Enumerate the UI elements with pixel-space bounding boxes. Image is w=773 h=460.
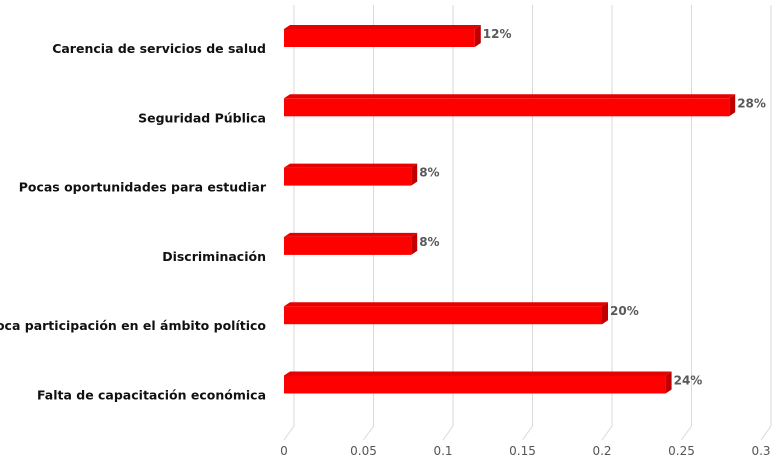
bars: [284, 25, 736, 394]
category-label: Discriminación: [162, 249, 266, 264]
bar-side-face: [602, 302, 608, 325]
x-tick-labels: 0 0.05 0.1 0.15 0.2 0.25 0.3: [280, 444, 770, 458]
data-label: 28%: [737, 96, 766, 110]
x-tick-label: 0.1: [433, 444, 452, 458]
category-label: Pocas oportunidades para estudiar: [19, 180, 267, 195]
bar-side-face: [411, 163, 418, 186]
data-label: 12%: [483, 27, 512, 41]
category-labels: Carencia de servicios de salud Seguridad …: [0, 41, 267, 403]
gridline-floor: [681, 425, 692, 441]
x-tick-label: 0.2: [592, 444, 611, 458]
bar-top-face: [284, 25, 481, 29]
data-label: 24%: [674, 374, 703, 388]
bar-top-face: [284, 371, 672, 376]
bar-front-face: [284, 167, 412, 186]
bar-top-face: [284, 94, 736, 99]
bar-front-face: [284, 98, 730, 117]
data-labels: 12% 28% 8% 8% 20% 24%: [419, 27, 766, 388]
data-label: 8%: [419, 235, 439, 249]
bar: [284, 302, 608, 325]
bar-front-face: [284, 306, 602, 325]
gridline-floor: [283, 425, 295, 441]
bar-side-face: [474, 25, 481, 47]
x-tick-label: 0: [280, 444, 288, 458]
bar-top-face: [284, 163, 418, 168]
bar-front-face: [284, 375, 666, 394]
x-tick-label: 0.25: [668, 444, 695, 458]
bar-front-face: [284, 236, 412, 255]
data-label: 8%: [419, 166, 439, 180]
bar-side-face: [411, 232, 418, 255]
bar-side-face: [665, 371, 672, 394]
bar-front-face: [284, 29, 475, 47]
x-tick-label: 0.15: [509, 444, 536, 458]
bar-side-face: [729, 94, 736, 117]
bar: [284, 232, 418, 255]
gridline-floor: [760, 425, 772, 441]
gridline-floor: [363, 425, 374, 441]
category-label: Seguridad Pública: [138, 110, 266, 125]
category-label: Poca participación en el ámbito político: [0, 318, 266, 333]
bar: [284, 94, 736, 117]
bar: [284, 371, 672, 394]
gridlines: [283, 5, 772, 441]
gridline-floor: [601, 425, 613, 441]
category-label: Falta de capacitación económica: [37, 388, 266, 403]
data-label: 20%: [610, 304, 639, 318]
bar-top-face: [284, 302, 608, 307]
bar-top-face: [284, 232, 418, 237]
category-label: Carencia de servicios de salud: [52, 41, 266, 56]
bar: [284, 163, 418, 186]
x-tick-label: 0.3: [751, 444, 770, 458]
x-tick-label: 0.05: [350, 444, 377, 458]
bar: [284, 25, 481, 47]
gridline-floor: [442, 425, 454, 441]
gridline-floor: [522, 425, 533, 441]
